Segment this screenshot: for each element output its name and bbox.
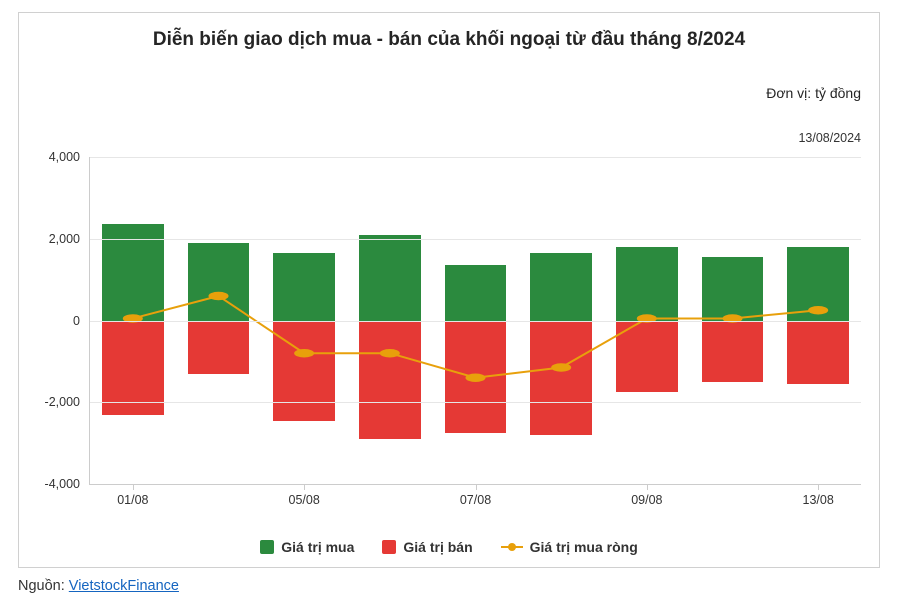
date-label: 13/08/2024 bbox=[798, 131, 861, 145]
net-marker bbox=[551, 363, 571, 372]
x-tick-label: 13/08 bbox=[803, 484, 834, 507]
line-marker-icon bbox=[501, 540, 523, 554]
legend: Giá trị mua Giá trị bán Giá trị mua ròng bbox=[19, 539, 879, 555]
gridline bbox=[90, 321, 861, 322]
net-line bbox=[133, 296, 818, 378]
y-tick-label: -4,000 bbox=[45, 477, 90, 491]
y-tick-label: 0 bbox=[73, 314, 90, 328]
y-tick-label: 2,000 bbox=[49, 232, 90, 246]
gridline bbox=[90, 402, 861, 403]
legend-label: Giá trị mua bbox=[281, 539, 354, 555]
x-tick-label: 05/08 bbox=[289, 484, 320, 507]
legend-label: Giá trị mua ròng bbox=[530, 539, 638, 555]
x-tick-label: 07/08 bbox=[460, 484, 491, 507]
net-marker bbox=[465, 373, 485, 382]
chart-container: Diễn biến giao dịch mua - bán của khối n… bbox=[18, 12, 880, 568]
legend-label: Giá trị bán bbox=[403, 539, 472, 555]
legend-item-net: Giá trị mua ròng bbox=[501, 539, 638, 555]
legend-item-buy: Giá trị mua bbox=[260, 539, 354, 555]
unit-label: Đơn vị: tỷ đồng bbox=[766, 85, 861, 101]
plot-area: -4,000-2,00002,0004,00001/0805/0807/0809… bbox=[89, 157, 861, 485]
source-line: Nguồn: VietstockFinance bbox=[18, 578, 880, 594]
chart-title: Diễn biến giao dịch mua - bán của khối n… bbox=[29, 27, 869, 53]
circle-icon bbox=[260, 540, 274, 554]
legend-item-sell: Giá trị bán bbox=[382, 539, 472, 555]
source-link[interactable]: VietstockFinance bbox=[69, 578, 179, 594]
net-marker bbox=[808, 306, 828, 315]
net-marker bbox=[380, 349, 400, 358]
source-prefix: Nguồn: bbox=[18, 578, 69, 594]
y-tick-label: 4,000 bbox=[49, 150, 90, 164]
gridline bbox=[90, 239, 861, 240]
gridline bbox=[90, 157, 861, 158]
circle-icon bbox=[382, 540, 396, 554]
y-tick-label: -2,000 bbox=[45, 395, 90, 409]
x-tick-label: 01/08 bbox=[117, 484, 148, 507]
x-tick-label: 09/08 bbox=[631, 484, 662, 507]
net-marker bbox=[294, 349, 314, 358]
net-marker bbox=[208, 292, 228, 301]
